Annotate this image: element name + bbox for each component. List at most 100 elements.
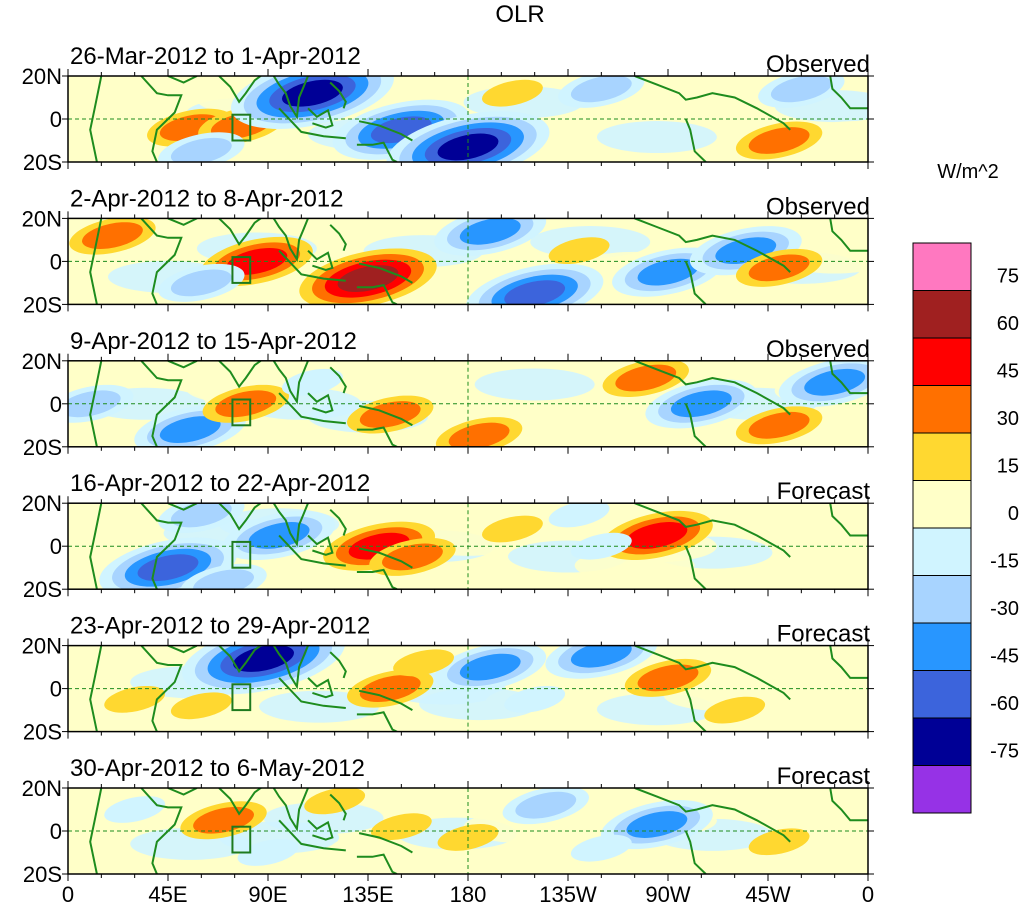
anomaly-contour: [304, 788, 366, 815]
coastline: [140, 503, 183, 590]
coastline: [829, 503, 868, 537]
panel-period-label: 2-Apr-2012 to 8-Apr-2012: [70, 185, 344, 212]
lon-tick-label: 135W: [539, 882, 597, 907]
coastline: [140, 645, 183, 732]
coastline: [634, 76, 791, 131]
lat-tick-label: 20S: [23, 435, 62, 460]
x-axis: 0 45E 90E 135E 180 135W 90W 45W 0: [62, 882, 874, 907]
coastline: [272, 503, 309, 548]
index-box: [231, 398, 252, 427]
colorbar-tick-label: -75: [990, 741, 1019, 763]
colorbar-tick-label: 15: [997, 456, 1019, 478]
lon-tick-label: 135E: [342, 882, 393, 907]
coastline: [278, 819, 346, 852]
anomaly-contour: [548, 237, 610, 265]
colorbar-tick-label: 0: [1008, 503, 1019, 525]
coastline: [829, 788, 868, 822]
weak-anomaly-patch: [419, 688, 540, 721]
coastline: [329, 508, 347, 536]
lat-tick-label: 20N: [22, 206, 62, 231]
coastline: [218, 503, 263, 531]
colorbar-swatch: [912, 670, 972, 719]
lat-tick-label: 20N: [22, 634, 62, 659]
coastline: [356, 568, 398, 590]
anomaly-contour: [804, 368, 866, 396]
coastlines: [89, 503, 868, 590]
lat-tick-label: 20S: [23, 720, 62, 745]
coastline: [358, 404, 413, 427]
anomaly-contour: [159, 416, 221, 443]
coastline: [307, 534, 334, 556]
weak-anomaly-patch: [474, 368, 595, 401]
coastline: [218, 360, 263, 389]
panel-kind-label: Forecast: [777, 478, 871, 505]
colorbar-swatch: [912, 290, 972, 339]
coastline: [278, 677, 346, 709]
coastline: [684, 688, 707, 732]
lat-tick-label: 0: [50, 819, 62, 844]
anomaly-contour: [448, 422, 510, 447]
lat-tick-label: 0: [50, 249, 62, 274]
lat-tick-label: 20N: [22, 776, 62, 801]
coastline: [307, 107, 334, 129]
panel-kind-label: Observed: [766, 193, 870, 220]
map-panel: 20N 0 20S 23-Apr-2012 to 29-Apr-2012 Forecas…: [22, 613, 874, 745]
colorbar-swatch: [912, 575, 972, 624]
anomaly-contour: [637, 258, 699, 286]
coastline: [356, 426, 398, 447]
coastline: [278, 534, 346, 567]
chart-title: OLR: [495, 1, 544, 28]
lat-tick-label: 20N: [22, 491, 62, 516]
lat-tick-label: 20S: [23, 577, 62, 602]
panel-period-label: 9-Apr-2012 to 15-Apr-2012: [70, 328, 357, 355]
anomaly-contour: [570, 834, 632, 862]
anomaly-contour: [170, 137, 232, 162]
anomaly-contour: [170, 692, 232, 720]
anomaly-contour: [515, 791, 577, 819]
coastline: [167, 503, 198, 511]
coastline: [307, 819, 334, 841]
colorbar: W/m^2 75 60 45 30 15 0 -15 -30 -45 -60 -75: [912, 161, 1019, 814]
colorbar-swatch: [912, 432, 972, 481]
coastline: [329, 366, 347, 394]
lat-tick-label: 20N: [22, 349, 62, 374]
anomaly-contour: [504, 280, 566, 305]
anomaly-contour: [282, 79, 343, 107]
panel-kind-label: Forecast: [777, 621, 871, 648]
coastline: [278, 107, 346, 140]
coastline: [684, 118, 707, 162]
map-panel: 20N 0 20S 26-Mar-2012 to 1-Apr-2012 Observed: [22, 43, 874, 175]
coastline: [634, 788, 791, 843]
lon-tick-label: 0: [62, 882, 74, 907]
colorbar-swatch: [912, 480, 972, 529]
weak-anomaly-patch: [596, 121, 717, 154]
coastline: [272, 788, 309, 832]
panel-kind-label: Forecast: [777, 763, 871, 790]
coastline: [167, 788, 198, 796]
map-panel: 20N 0 20S 16-Apr-2012 to 22-Apr-2012 Forecas…: [22, 470, 874, 602]
index-box: [231, 540, 252, 569]
colorbar-swatch: [912, 765, 972, 814]
coastline: [272, 645, 309, 690]
anomaly-contour: [104, 685, 166, 713]
lat-tick-label: 0: [50, 534, 62, 559]
map-panels: 20N 0 20S 26-Mar-2012 to 1-Apr-2012 Observed…: [22, 43, 874, 887]
weak-anomaly-patch: [830, 401, 868, 432]
anomaly-contour: [626, 522, 688, 549]
coastline: [358, 832, 413, 854]
anomaly-contour: [104, 796, 166, 823]
coastline: [278, 392, 346, 425]
colorbar-tick-label: -15: [990, 551, 1019, 573]
lon-tick-label: 90W: [645, 882, 690, 907]
coastline: [684, 545, 707, 590]
coastline: [829, 645, 868, 679]
anomaly-contour: [170, 503, 232, 528]
lat-tick-label: 0: [50, 392, 62, 417]
coastline: [218, 76, 263, 104]
anomaly-contour: [704, 696, 766, 724]
coastline: [356, 283, 398, 305]
weak-anomaly-patch: [263, 802, 384, 835]
map-panel: 20N 0 20S 30-Apr-2012 to 6-May-2012 Forecast: [22, 755, 874, 887]
map-panel: 20N 0 20S 9-Apr-2012 to 15-Apr-2012 Observed: [22, 328, 874, 460]
coastlines: [89, 645, 868, 732]
